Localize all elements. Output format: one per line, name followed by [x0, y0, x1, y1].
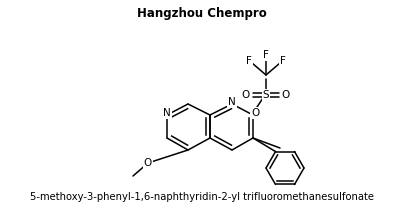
Text: 5-methoxy-3-phenyl-1,6-naphthyridin-2-yl trifluoromethanesulfonate: 5-methoxy-3-phenyl-1,6-naphthyridin-2-yl… — [30, 192, 374, 202]
Text: O: O — [144, 158, 152, 168]
Text: F: F — [280, 56, 286, 66]
Text: F: F — [246, 56, 252, 66]
Text: O: O — [251, 108, 259, 118]
Text: S: S — [263, 90, 269, 100]
Text: N: N — [228, 97, 236, 107]
Text: Hangzhou Chempro: Hangzhou Chempro — [137, 7, 267, 20]
Text: O: O — [282, 90, 290, 100]
Text: N: N — [163, 108, 171, 118]
Text: O: O — [242, 90, 250, 100]
Text: F: F — [263, 50, 269, 60]
